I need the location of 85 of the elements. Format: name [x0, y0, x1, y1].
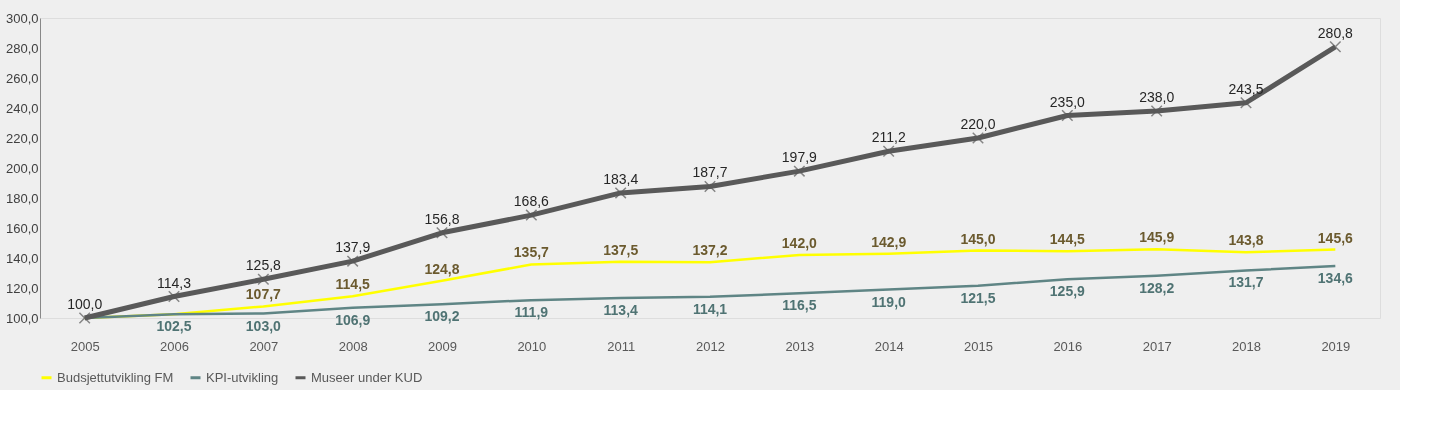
y-tick-label: 100,0 — [5, 310, 39, 326]
data-label: 109,2 — [424, 308, 460, 325]
point — [346, 255, 359, 268]
data-label: 128,2 — [1139, 279, 1175, 296]
data-label: 107,7 — [245, 286, 282, 303]
data-label: 102,5 — [156, 318, 192, 335]
data-label: 113,4 — [603, 301, 639, 318]
data-label: 111,9 — [514, 304, 549, 321]
data-label: 145,0 — [960, 230, 996, 247]
y-tick-label: 220,0 — [5, 130, 39, 146]
x-tick-label: 2011 — [607, 338, 636, 354]
data-label: 142,0 — [781, 235, 818, 251]
x-tick-label: 2014 — [874, 338, 904, 354]
data-label: 131,7 — [1228, 274, 1264, 291]
point — [1240, 96, 1252, 109]
data-label: 145,6 — [1317, 229, 1354, 246]
data-label: 142,9 — [871, 233, 907, 250]
y-tick-label: 240,0 — [5, 100, 39, 116]
point — [1329, 40, 1342, 53]
x-tick-label: 2010 — [517, 338, 547, 354]
data-label: 144,5 — [1049, 231, 1086, 248]
data-label: 137,2 — [692, 242, 728, 259]
data-label: 124,8 — [424, 260, 460, 277]
data-label: 220,0 — [960, 116, 996, 132]
x-tick-label: 2018 — [1232, 338, 1261, 354]
data-label: 183,4 — [603, 170, 639, 187]
x-tick-label: 2007 — [249, 338, 279, 354]
data-label: 143,8 — [1228, 232, 1264, 249]
data-label: 137,5 — [603, 241, 639, 258]
point — [1061, 109, 1074, 122]
data-label: 168,6 — [513, 193, 550, 210]
legend-label: Budsjettutvikling FM — [57, 369, 174, 385]
x-tick-label: 2013 — [785, 338, 815, 354]
data-label: 280,8 — [1317, 24, 1354, 41]
data-label: 235,0 — [1049, 93, 1086, 110]
point — [882, 145, 895, 158]
y-tick-label: 260,0 — [5, 70, 39, 86]
data-label: 114,3 — [157, 274, 192, 291]
x-tick-label: 2006 — [160, 338, 189, 354]
legend-label: Museer under KUD — [311, 369, 423, 385]
data-label: 187,7 — [692, 164, 728, 181]
point — [614, 186, 627, 199]
data-label: 100,0 — [67, 296, 103, 312]
data-label: 211,2 — [871, 129, 906, 146]
x-tick-label: 2015 — [964, 338, 993, 354]
point — [793, 165, 806, 178]
y-tick-label: 280,0 — [5, 40, 39, 56]
data-label: 135,7 — [513, 244, 550, 261]
point — [1150, 105, 1163, 117]
y-tick-label: 200,0 — [5, 160, 39, 176]
data-label: 114,5 — [335, 276, 371, 293]
y-tick-label: 120,0 — [5, 280, 39, 296]
legend-label: KPI-utvikling — [206, 369, 279, 385]
data-label: 114,1 — [692, 300, 728, 317]
point — [704, 180, 716, 193]
point — [257, 273, 270, 286]
data-label: 103,0 — [245, 317, 282, 334]
data-label: 134,6 — [1317, 270, 1354, 287]
point — [436, 226, 448, 239]
data-label: 125,8 — [245, 257, 282, 274]
data-label: 197,9 — [781, 149, 818, 166]
y-tick-label: 180,0 — [5, 190, 39, 206]
point — [525, 209, 538, 222]
x-tick-label: 2019 — [1321, 338, 1351, 354]
y-tick-label: 140,0 — [5, 250, 39, 266]
x-tick-label: 2017 — [1142, 338, 1172, 354]
data-label: 238,0 — [1139, 89, 1175, 105]
data-label: 116,5 — [782, 297, 817, 314]
x-tick-label: 2005 — [70, 338, 100, 354]
point — [972, 132, 984, 144]
data-label: 137,9 — [335, 239, 371, 256]
data-label: 121,5 — [960, 289, 996, 306]
x-tick-label: 2016 — [1053, 338, 1083, 354]
data-label: 106,9 — [335, 311, 371, 328]
x-tick-label: 2012 — [696, 338, 725, 354]
y-tick-label: 160,0 — [5, 220, 39, 236]
point — [168, 290, 180, 303]
data-label: 156,8 — [424, 210, 460, 227]
data-label: 119,0 — [871, 293, 907, 310]
data-label: 145,9 — [1139, 229, 1175, 246]
y-tick-label: 300,0 — [5, 10, 39, 26]
data-label: 125,9 — [1049, 283, 1086, 300]
x-tick-label: 2009 — [428, 338, 457, 354]
x-tick-label: 2008 — [338, 338, 368, 354]
point — [78, 312, 91, 324]
